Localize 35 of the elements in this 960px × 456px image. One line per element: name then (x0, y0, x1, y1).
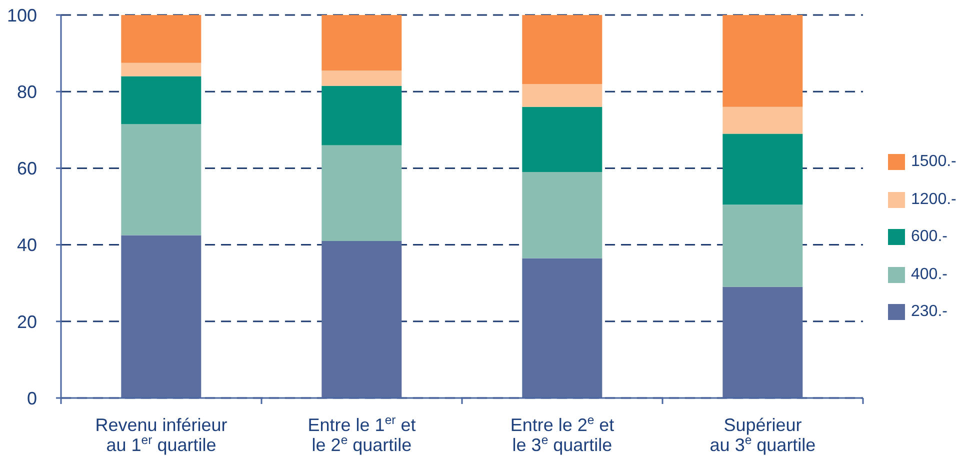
legend-label: 1200.- (911, 190, 956, 208)
legend-label: 600.- (911, 228, 948, 246)
bar (722, 134, 803, 205)
y-tick-label: 60 (16, 158, 37, 179)
bar (522, 15, 602, 84)
bar (121, 15, 202, 63)
legend-label: 1500.- (911, 153, 956, 171)
bar (322, 145, 402, 241)
bar (722, 286, 803, 398)
bar (722, 204, 803, 287)
legend-label: 230.- (911, 303, 948, 321)
bar (121, 124, 202, 236)
bar (522, 172, 602, 258)
bar (722, 15, 803, 107)
category-label: Entre le 2$^{e}$ et le 3$^{e}$ quartile (510, 413, 614, 455)
y-tick-label: 100 (6, 5, 37, 26)
bar (522, 106, 602, 172)
bar (121, 62, 202, 76)
y-tick-label: 0 (26, 388, 37, 408)
category-label: Entre le 1$^{er}$ et le 2$^{e}$ quartile (308, 413, 416, 455)
bar (121, 235, 202, 398)
x-tick-label: Supérieur au 3$^{e}$ quartile (710, 415, 816, 455)
x-tick-label: Revenu inférieur au 1$^{er}$ quartile (95, 415, 228, 455)
bar (522, 258, 602, 398)
bar (322, 70, 402, 86)
bar (522, 84, 602, 107)
bar (322, 240, 402, 398)
legend-label: 400.- (911, 266, 948, 284)
y-tick-label: 40 (16, 235, 37, 256)
bar (121, 76, 202, 124)
y-tick-label: 80 (16, 82, 37, 102)
bar (322, 86, 402, 146)
bar (722, 106, 803, 134)
y-tick-label: 20 (16, 312, 37, 332)
bar (322, 15, 402, 71)
